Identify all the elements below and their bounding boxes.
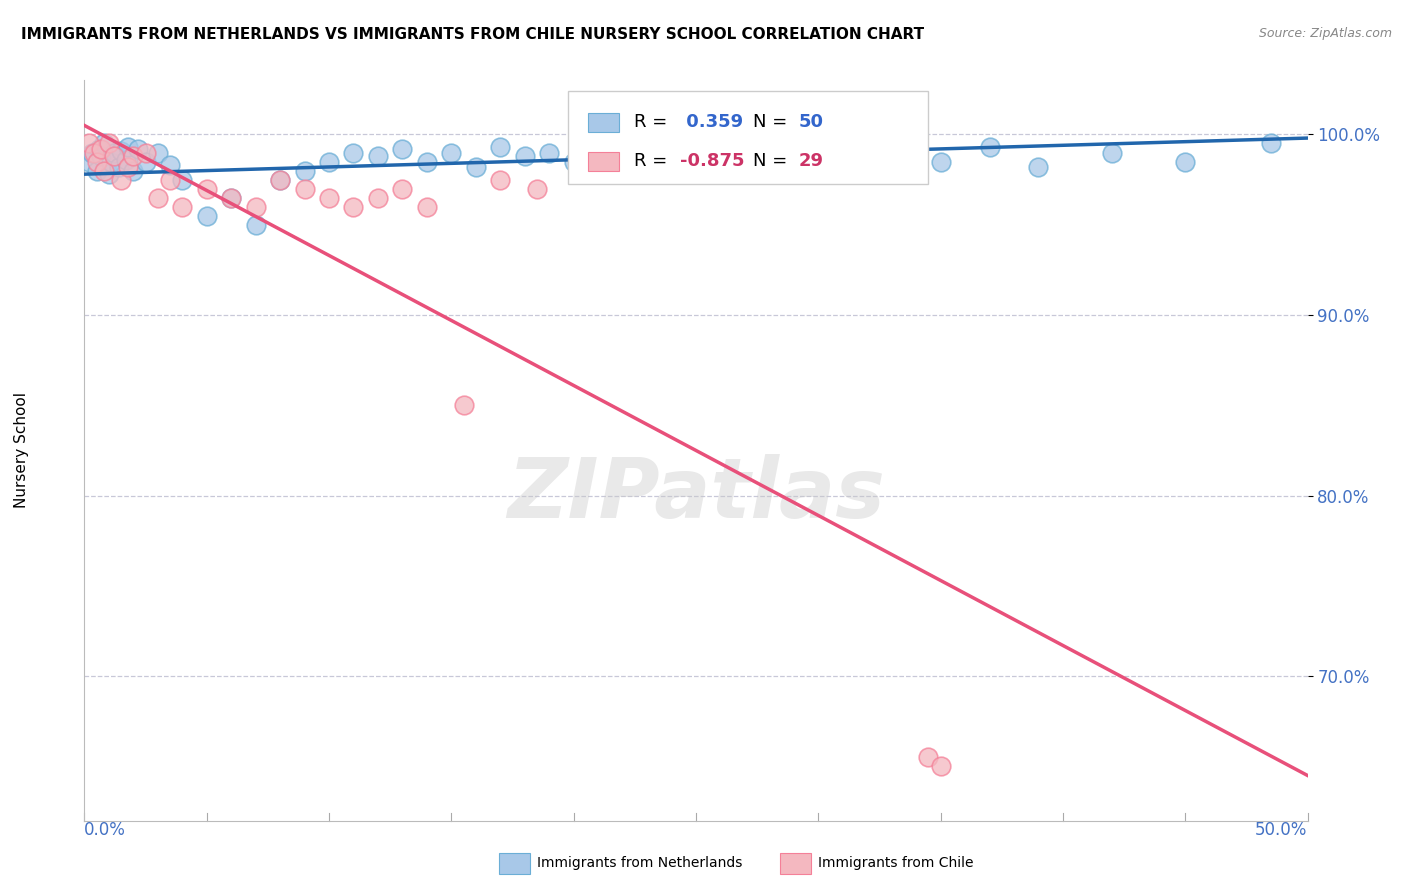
Point [103, 149, 125, 163]
Point [318, 154, 340, 169]
Point [538, 145, 561, 160]
Point [115, 153, 138, 167]
Point [77, 154, 100, 169]
Point [110, 172, 132, 186]
Point [367, 191, 389, 205]
Point [97, 136, 120, 151]
Point [586, 142, 609, 156]
Point [77, 136, 100, 151]
Point [172, 200, 194, 214]
Point [416, 200, 439, 214]
Point [90, 142, 112, 156]
Point [97, 167, 120, 181]
Text: N =: N = [754, 113, 787, 131]
Point [127, 142, 149, 156]
Text: Immigrants from Netherlands: Immigrants from Netherlands [537, 856, 742, 871]
Point [294, 181, 316, 195]
Y-axis label: Nursery School: Nursery School [14, 392, 28, 508]
Point [513, 149, 536, 163]
Point [1028, 160, 1050, 174]
Point [172, 172, 194, 186]
FancyBboxPatch shape [568, 91, 928, 184]
Point [979, 140, 1001, 154]
Point [245, 200, 267, 214]
FancyBboxPatch shape [588, 113, 619, 132]
Point [1174, 154, 1197, 169]
Point [90, 149, 112, 163]
Text: 50.0%: 50.0% [1256, 821, 1308, 838]
Point [880, 145, 903, 160]
Point [342, 145, 364, 160]
Point [146, 145, 169, 160]
Point [453, 398, 475, 412]
Point [391, 181, 413, 195]
Point [100, 154, 122, 169]
Point [831, 149, 853, 163]
Point [110, 144, 132, 158]
Text: Immigrants from Chile: Immigrants from Chile [818, 856, 974, 871]
Point [294, 163, 316, 178]
Point [929, 154, 952, 169]
Text: R =: R = [634, 153, 666, 170]
Text: 50: 50 [799, 113, 824, 131]
Point [107, 160, 129, 174]
Point [86, 163, 108, 178]
Point [342, 200, 364, 214]
Point [93, 163, 115, 178]
Text: 0.359: 0.359 [681, 113, 744, 131]
Text: Source: ZipAtlas.com: Source: ZipAtlas.com [1258, 27, 1392, 40]
Point [440, 145, 463, 160]
Point [135, 145, 157, 160]
Point [93, 136, 115, 151]
Point [526, 181, 548, 195]
Text: R =: R = [634, 113, 666, 131]
Point [117, 160, 139, 174]
Point [195, 181, 218, 195]
Point [269, 172, 291, 186]
Text: 29: 29 [799, 153, 824, 170]
Point [159, 172, 181, 186]
Point [391, 142, 413, 156]
Point [245, 218, 267, 232]
Point [783, 142, 806, 156]
Point [117, 140, 139, 154]
Point [464, 160, 486, 174]
Text: N =: N = [754, 153, 787, 170]
Point [219, 191, 242, 205]
Point [734, 154, 756, 169]
Point [269, 172, 291, 186]
Point [80, 145, 103, 160]
FancyBboxPatch shape [588, 153, 619, 170]
Point [122, 149, 145, 163]
Point [87, 142, 110, 156]
Text: -0.875: -0.875 [681, 153, 745, 170]
Point [929, 759, 952, 773]
Point [416, 154, 439, 169]
Point [685, 145, 707, 160]
Point [661, 158, 683, 172]
Text: IMMIGRANTS FROM NETHERLANDS VS IMMIGRANTS FROM CHILE NURSERY SCHOOL CORRELATION : IMMIGRANTS FROM NETHERLANDS VS IMMIGRANT… [21, 27, 924, 42]
Point [1101, 145, 1123, 160]
Point [86, 154, 108, 169]
Point [103, 145, 125, 160]
Point [917, 750, 939, 764]
Text: 0.0%: 0.0% [84, 821, 127, 838]
Point [367, 149, 389, 163]
Point [122, 163, 145, 178]
Point [636, 136, 658, 151]
Point [195, 209, 218, 223]
Point [489, 140, 512, 154]
Point [159, 158, 181, 172]
Text: ZIPatlas: ZIPatlas [508, 454, 884, 535]
Point [562, 154, 585, 169]
Point [135, 154, 157, 169]
Point [146, 191, 169, 205]
Point [612, 163, 634, 178]
Point [1260, 136, 1282, 151]
Point [219, 191, 242, 205]
Point [318, 191, 340, 205]
Point [83, 145, 105, 160]
Point [489, 172, 512, 186]
